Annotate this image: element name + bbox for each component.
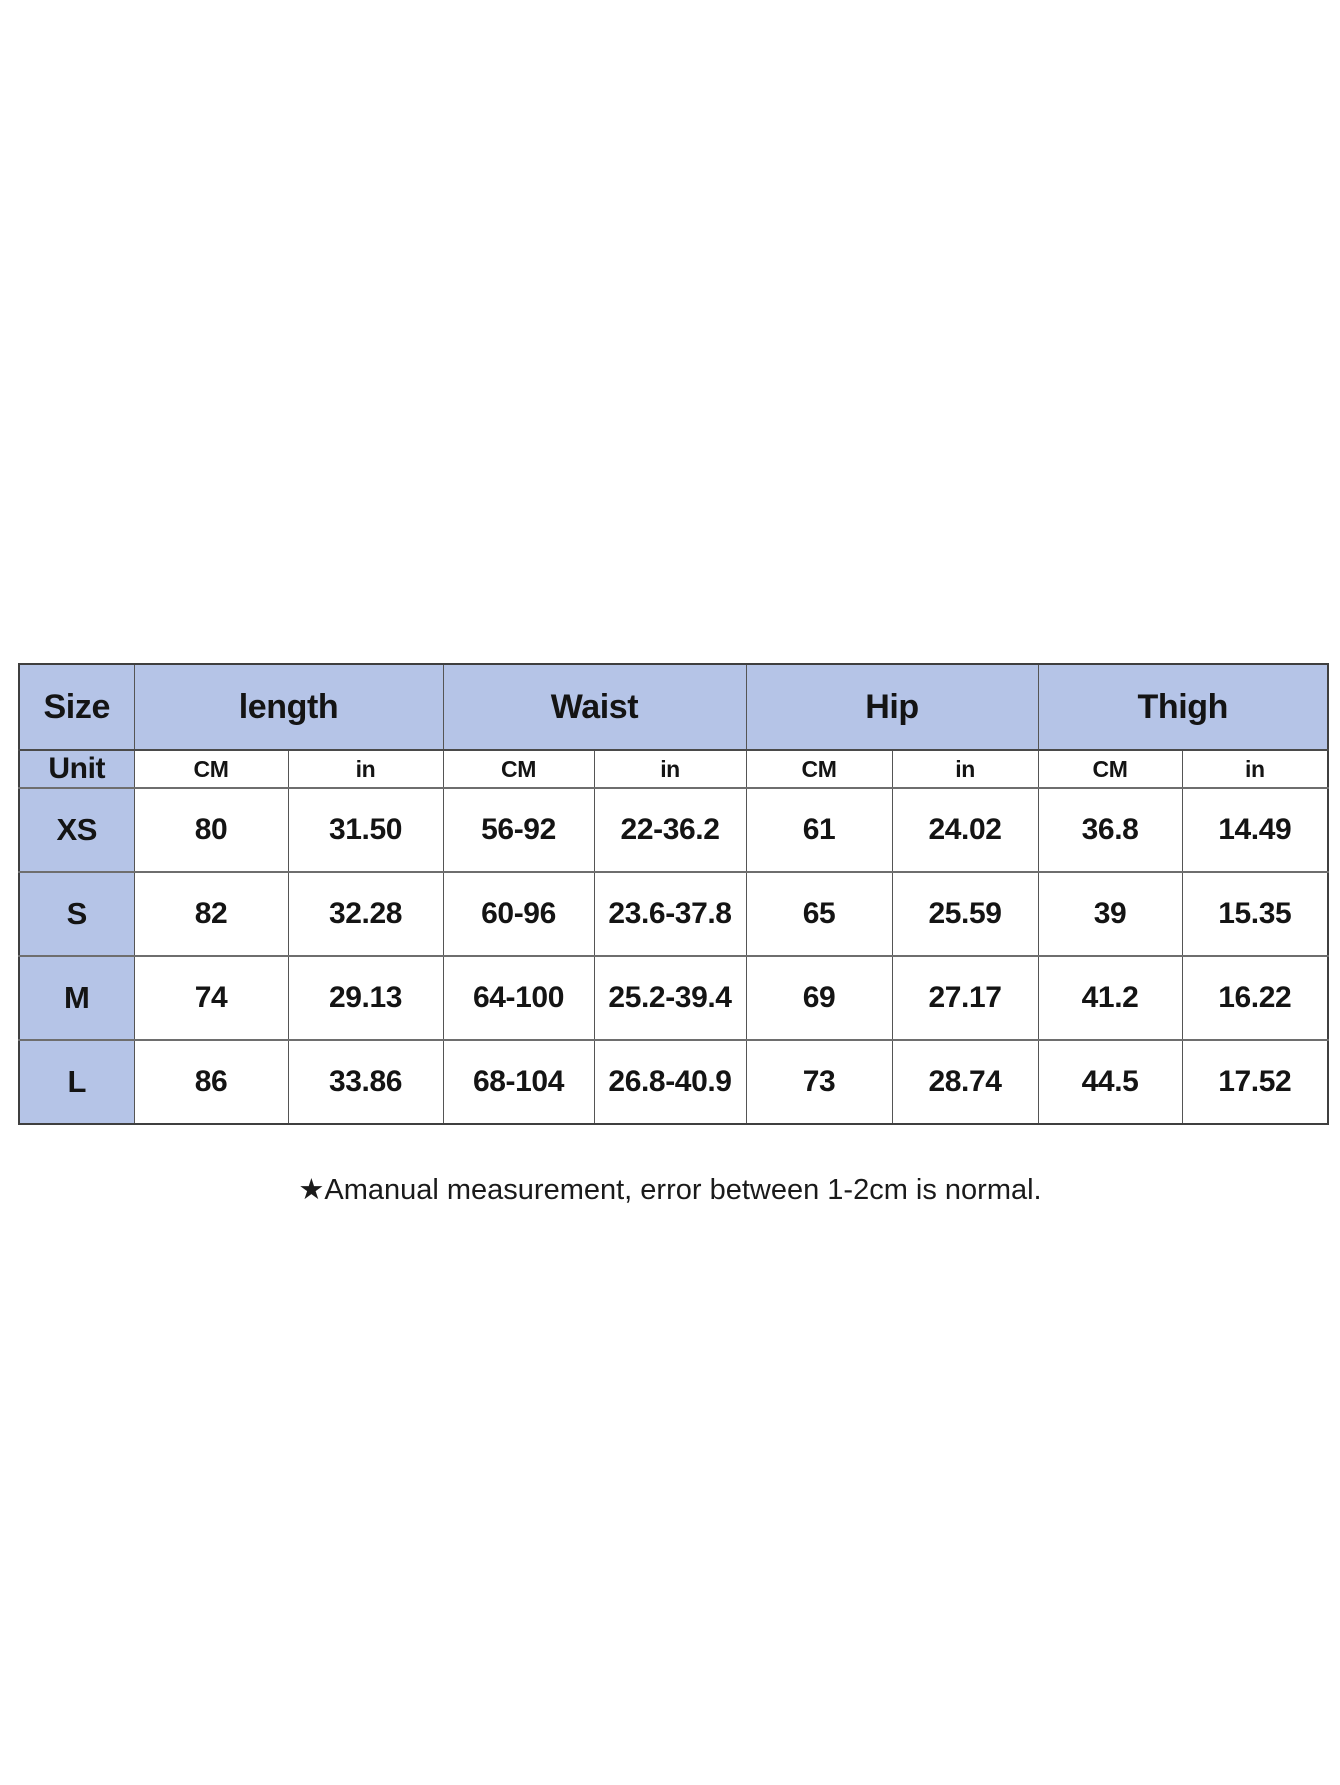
value-cell: 28.74 <box>891 1039 1039 1125</box>
value-cell: 56-92 <box>442 787 595 873</box>
value-cell: 61 <box>745 787 893 873</box>
value-cell: 25.2-39.4 <box>593 955 747 1041</box>
header-length: length <box>133 663 444 751</box>
value-cell: 26.8-40.9 <box>593 1039 747 1125</box>
value-cell: 64-100 <box>442 955 595 1041</box>
unit-cell: in <box>891 749 1039 789</box>
unit-cell: in <box>1181 749 1329 789</box>
size-label-xs: XS <box>18 787 135 873</box>
value-cell: 44.5 <box>1037 1039 1183 1125</box>
size-label-m: M <box>18 955 135 1041</box>
size-chart-table: Size length Waist Hip Thigh Unit CM in C… <box>18 663 1330 1125</box>
value-cell: 80 <box>133 787 289 873</box>
header-hip: Hip <box>745 663 1039 751</box>
value-cell: 33.86 <box>287 1039 444 1125</box>
table-row-s: S 82 32.28 60-96 23.6-37.8 65 25.59 39 1… <box>18 871 1329 957</box>
value-cell: 60-96 <box>442 871 595 957</box>
value-cell: 29.13 <box>287 955 444 1041</box>
value-cell: 41.2 <box>1037 955 1183 1041</box>
value-cell: 16.22 <box>1181 955 1329 1041</box>
value-cell: 65 <box>745 871 893 957</box>
value-cell: 73 <box>745 1039 893 1125</box>
unit-row-label: Unit <box>18 749 135 789</box>
unit-cell: CM <box>442 749 595 789</box>
table-row-xs: XS 80 31.50 56-92 22-36.2 61 24.02 36.8 … <box>18 787 1329 873</box>
value-cell: 69 <box>745 955 893 1041</box>
header-waist: Waist <box>442 663 747 751</box>
header-size: Size <box>18 663 135 751</box>
value-cell: 68-104 <box>442 1039 595 1125</box>
value-cell: 23.6-37.8 <box>593 871 747 957</box>
unit-cell: CM <box>133 749 289 789</box>
size-label-s: S <box>18 871 135 957</box>
unit-row: Unit CM in CM in CM in CM in <box>18 749 1329 789</box>
value-cell: 74 <box>133 955 289 1041</box>
table-row-m: M 74 29.13 64-100 25.2-39.4 69 27.17 41.… <box>18 955 1329 1041</box>
unit-cell: in <box>287 749 444 789</box>
value-cell: 15.35 <box>1181 871 1329 957</box>
size-label-l: L <box>18 1039 135 1125</box>
value-cell: 27.17 <box>891 955 1039 1041</box>
unit-cell: in <box>593 749 747 789</box>
unit-cell: CM <box>1037 749 1183 789</box>
column-group-header-row: Size length Waist Hip Thigh <box>18 663 1329 751</box>
table-row-l: L 86 33.86 68-104 26.8-40.9 73 28.74 44.… <box>18 1039 1329 1125</box>
value-cell: 25.59 <box>891 871 1039 957</box>
value-cell: 24.02 <box>891 787 1039 873</box>
value-cell: 86 <box>133 1039 289 1125</box>
value-cell: 39 <box>1037 871 1183 957</box>
value-cell: 14.49 <box>1181 787 1329 873</box>
measurement-note: ★Amanual measurement, error between 1-2c… <box>298 1174 1042 1206</box>
header-thigh: Thigh <box>1037 663 1329 751</box>
value-cell: 32.28 <box>287 871 444 957</box>
value-cell: 36.8 <box>1037 787 1183 873</box>
value-cell: 17.52 <box>1181 1039 1329 1125</box>
value-cell: 82 <box>133 871 289 957</box>
value-cell: 31.50 <box>287 787 444 873</box>
unit-cell: CM <box>745 749 893 789</box>
value-cell: 22-36.2 <box>593 787 747 873</box>
